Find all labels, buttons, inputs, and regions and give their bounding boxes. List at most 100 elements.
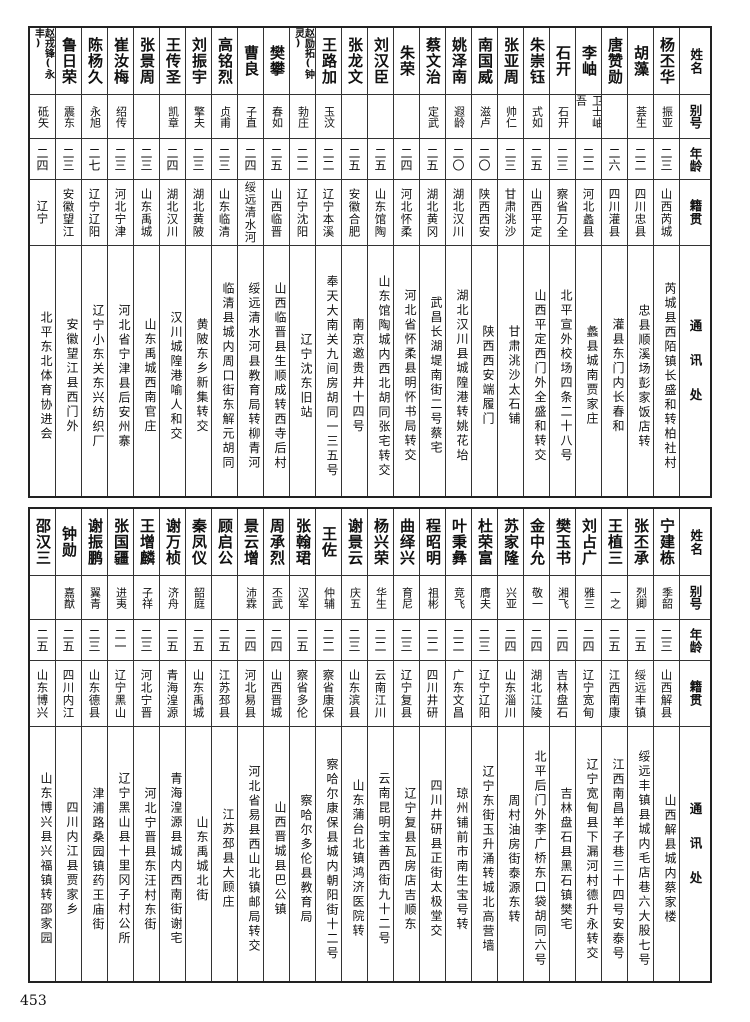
cell-name: 宁建栋 xyxy=(654,509,679,576)
cell-age: 二五 xyxy=(160,620,185,661)
cell-name: 杨兴荣 xyxy=(368,509,393,576)
person-column: 张龙文 二五 安徽合肥 南京邀贵井十四号 xyxy=(341,28,367,496)
cell-native: 辽宁沈阳 xyxy=(290,180,315,246)
person-column: 杨兴荣 华生 二二 云南江川 云南昆明宝善西街九十二号 xyxy=(367,509,393,981)
cell-alias: 汉军 xyxy=(290,576,315,620)
cell-alias: 沛霖 xyxy=(238,576,263,620)
cell-address: 山西临晋县生顺成转西寺后村 xyxy=(273,281,287,471)
cell-alias: 子祥 xyxy=(134,576,159,620)
cell-native: 辽宁宽甸 xyxy=(576,661,601,727)
cell-address: 山东馆陶城内西北胡同张宅转交 xyxy=(377,274,391,478)
cell-address: 察哈尔康保县城内朝阳街十二号 xyxy=(325,757,339,961)
person-column: 杨丕华 振亚 二三 山西芮城 芮城县西陌镇长盛和转柏社村 xyxy=(653,28,679,496)
cell-address: 山西平定西门外全盛和转交 xyxy=(533,289,547,463)
cell-name: 周承烈 xyxy=(264,509,289,576)
cell-native: 湖北江陵 xyxy=(524,661,549,727)
cell-address: 吉林盘石县黑石镇樊宅 xyxy=(559,786,573,932)
cell-alias: 一之 xyxy=(602,576,627,620)
cell-address: 绥远丰镇县城内毛店巷六大股七号 xyxy=(637,750,651,968)
person-column: 王路加 玉汶 二二 辽宁本溪 奉天大南关九间房胡同一三五号 xyxy=(315,28,341,496)
cell-native: 山东临清 xyxy=(212,180,237,246)
cell-alias: 进夷 xyxy=(108,576,133,620)
cell-address: 云南昆明宝善西街九十二号 xyxy=(377,772,391,946)
cell-name: 陈杨久 xyxy=(82,28,107,95)
cell-native: 山东滨县 xyxy=(342,661,367,727)
cell-name: 景云增 xyxy=(238,509,263,576)
cell-address: 黄陂东乡新集转交 xyxy=(195,318,209,434)
cell-age: 二五 xyxy=(628,620,653,661)
cell-native: 江西南康 xyxy=(602,661,627,727)
cell-name: 赵励拓(钟灵) xyxy=(290,28,315,95)
person-column: 朱荣 二四 河北怀柔 河北省怀柔县明怀书局转交 xyxy=(393,28,419,496)
person-column: 陈杨久 永旭 二七 辽宁辽阳 辽宁小东关东兴纺织厂 xyxy=(81,28,107,496)
cell-name: 曹良 xyxy=(238,28,263,95)
cell-name: 王植三 xyxy=(602,509,627,576)
cell-address: 青海湟源县城内西南街谢宅 xyxy=(169,772,183,946)
cell-alias: 遐龄 xyxy=(446,95,471,139)
cell-age: 二二 xyxy=(316,139,341,180)
person-column: 赵励拓(钟灵) 勃庄 二二 辽宁沈阳 辽宁沈东旧站 xyxy=(289,28,315,496)
person-column: 谢振鹏 翼青 二三 山东德县 津浦路桑园镇药王庙街 xyxy=(81,509,107,981)
cell-name: 王佐 xyxy=(316,509,341,576)
cell-name: 程昭明 xyxy=(420,509,445,576)
cell-age: 二四 xyxy=(394,139,419,180)
cell-age: 二三 xyxy=(342,620,367,661)
cell-name: 樊玉书 xyxy=(550,509,575,576)
cell-age: 二三 xyxy=(56,139,81,180)
cell-name: 石开 xyxy=(550,28,575,95)
cell-native: 湖北黄陂 xyxy=(186,180,211,246)
person-column: 钟勋 嘉猷 二五 四川内江 四川内江县贾家乡 xyxy=(55,509,81,981)
cell-age: 二二 xyxy=(420,620,445,661)
cell-age: 二二 xyxy=(368,620,393,661)
cell-name: 苏家隆 xyxy=(498,509,523,576)
cell-native: 湖北黄冈 xyxy=(420,180,445,246)
cell-name: 谢万桢 xyxy=(160,509,185,576)
header-name: 姓名 xyxy=(680,28,710,95)
header-address: 通讯处 xyxy=(687,802,703,906)
cell-age: 二四 xyxy=(576,620,601,661)
cell-alias xyxy=(368,95,393,139)
cell-native: 河北宁晋 xyxy=(134,661,159,727)
cell-address: 河北省怀柔县明怀书局转交 xyxy=(403,289,417,463)
cell-native: 山东博兴 xyxy=(30,661,55,727)
cell-address: 忠县顺溪场彭家饭店转 xyxy=(637,303,651,449)
cell-native: 吉林盘石 xyxy=(550,661,575,727)
cell-age: 二〇 xyxy=(472,139,497,180)
cell-age: 二三 xyxy=(654,620,679,661)
cell-alias: 济舟 xyxy=(160,576,185,620)
cell-address: 灌县东门内长春和 xyxy=(611,318,625,434)
page-number: 453 xyxy=(20,993,47,1009)
cell-name: 谢振鹏 xyxy=(82,509,107,576)
cell-native: 安徽望江 xyxy=(56,180,81,246)
cell-native: 安徽合肥 xyxy=(342,180,367,246)
cell-alias xyxy=(134,95,159,139)
cell-alias: 贞甫 xyxy=(212,95,237,139)
cell-native: 辽宁辽阳 xyxy=(472,661,497,727)
header-native: 籍贯 xyxy=(680,661,710,727)
cell-native: 山西平定 xyxy=(524,180,549,246)
cell-age: 二二 xyxy=(576,139,601,180)
person-column: 秦凤仪 韶庭 二五 山东禹城 山东禹城北街 xyxy=(185,509,211,981)
cell-age: 二二 xyxy=(446,620,471,661)
cell-name: 胡藻 xyxy=(628,28,653,95)
cell-name: 张龙文 xyxy=(342,28,367,95)
person-column: 曲绎兴 育尼 二三 辽宁复县 辽宁复县瓦房店吉顺东 xyxy=(393,509,419,981)
cell-alias: 膺夫 xyxy=(472,576,497,620)
cell-address: 江苏邳县大顾庄 xyxy=(221,808,235,910)
cell-age: 二三 xyxy=(82,620,107,661)
cell-alias: 帅仁 xyxy=(498,95,523,139)
cell-address: 河北省易县西山北镇邮局转交 xyxy=(247,764,261,954)
person-column: 宁建栋 季韶 二三 山西解县 山西解县城内蔡家楼 xyxy=(653,509,679,981)
cell-name: 鲁日荣 xyxy=(56,28,81,95)
roster-table-top: 姓名 别号 年龄 籍贯 通讯处 杨丕华 振亚 二三 山西芮城 芮城县西陌镇长盛和转柏社村 胡藻 荟生二… xyxy=(28,26,712,498)
cell-age: 二五 xyxy=(56,620,81,661)
cell-age: 二二 xyxy=(316,620,341,661)
cell-name: 王传圣 xyxy=(160,28,185,95)
cell-native: 广东文昌 xyxy=(446,661,471,727)
cell-native: 山西解县 xyxy=(654,661,679,727)
cell-age: 二三 xyxy=(134,620,159,661)
cell-native: 陕西西安 xyxy=(472,180,497,246)
cell-alias: 定武 xyxy=(420,95,445,139)
cell-native: 辽宁黑山 xyxy=(108,661,133,727)
cell-age: 二三 xyxy=(134,139,159,180)
